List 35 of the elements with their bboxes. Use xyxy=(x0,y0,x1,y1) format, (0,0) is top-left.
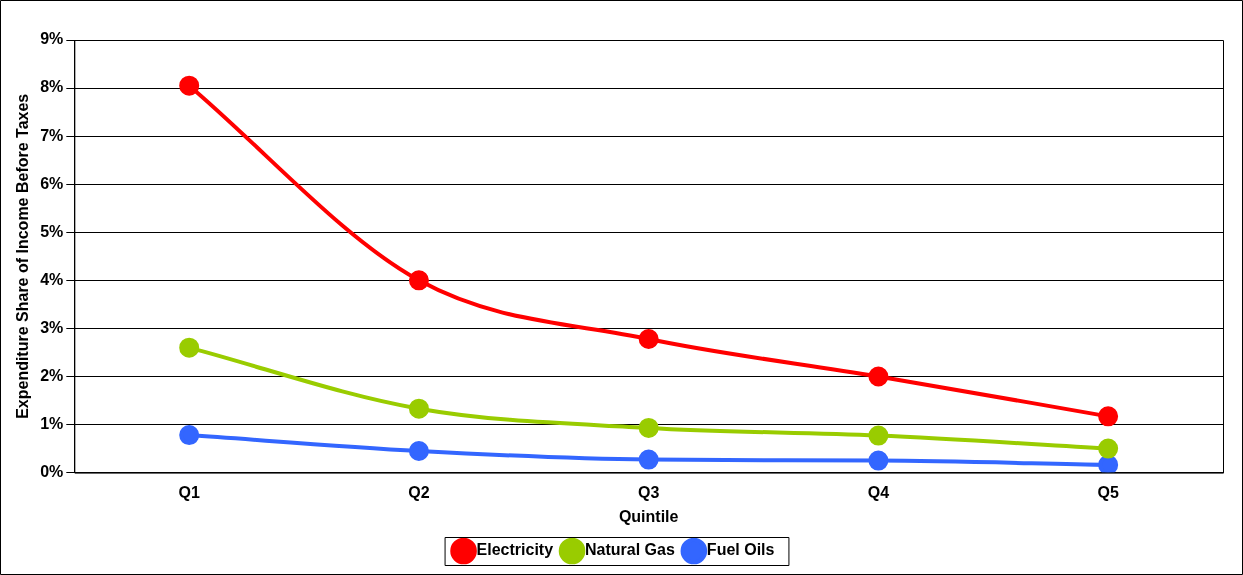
point xyxy=(638,328,659,349)
point xyxy=(868,425,889,446)
point xyxy=(408,270,429,291)
y-tick-label: 6% xyxy=(40,174,64,192)
point xyxy=(1098,454,1119,473)
x-tick-label: Q2 xyxy=(408,483,430,501)
x-tick-label: Q5 xyxy=(1097,483,1119,501)
legend-label: Electricity xyxy=(476,541,554,559)
y-tick-label: 8% xyxy=(40,78,64,96)
y-tick-label: 4% xyxy=(40,270,64,288)
x-axis-title: Quintile xyxy=(618,507,679,525)
point xyxy=(1098,438,1119,459)
y-tick-label: 5% xyxy=(40,222,64,240)
x-tick-label: Q4 xyxy=(867,483,890,501)
point xyxy=(638,449,659,470)
legend-label: Fuel Oils xyxy=(706,541,775,559)
y-axis-title: Expenditure Share of Income Before Taxes xyxy=(14,93,32,419)
point xyxy=(179,425,200,446)
point xyxy=(638,417,659,438)
point xyxy=(868,366,889,387)
y-tick-label: 2% xyxy=(40,366,64,384)
y-tick-label: 7% xyxy=(40,126,64,144)
x-tick-label: Q3 xyxy=(637,483,660,501)
point xyxy=(179,337,200,358)
point xyxy=(408,398,429,419)
point xyxy=(868,450,889,471)
point xyxy=(1098,406,1119,427)
point xyxy=(179,75,200,96)
y-tick-label: 1% xyxy=(40,414,64,432)
point xyxy=(408,440,429,461)
y-tick-label: 0% xyxy=(40,463,64,481)
y-tick-label: 3% xyxy=(40,318,64,336)
legend-label: Natural Gas xyxy=(585,541,675,559)
x-tick-label: Q1 xyxy=(178,483,200,501)
y-tick-label: 9% xyxy=(40,30,64,48)
